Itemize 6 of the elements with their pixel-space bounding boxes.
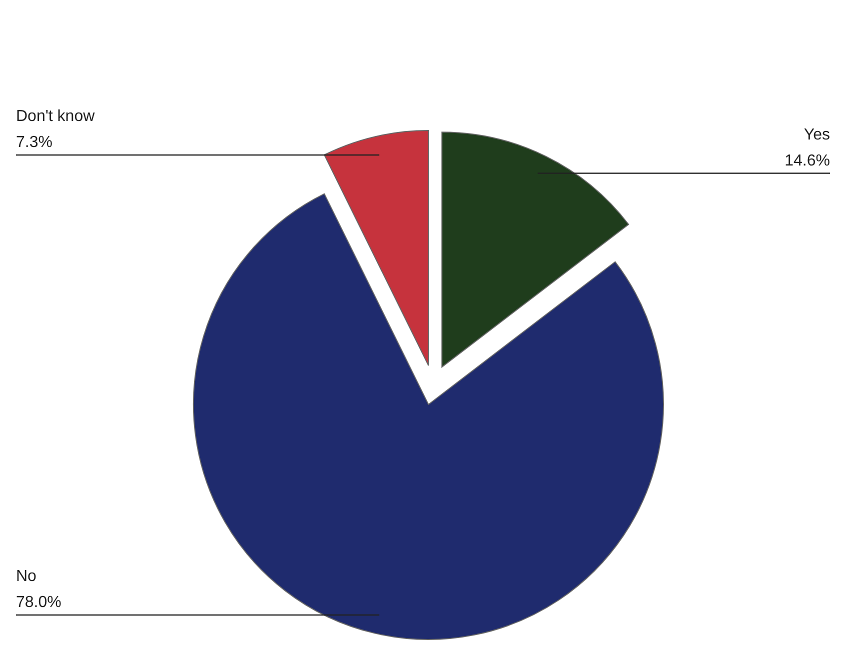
slice-label: No [16, 568, 37, 586]
data-label: 78.0% [16, 594, 62, 612]
data-label: 14.6% [784, 152, 830, 170]
data-label: 7.3% [16, 134, 52, 151]
slice-label: Don't know [16, 108, 96, 125]
slice-label: Yes [804, 126, 830, 144]
